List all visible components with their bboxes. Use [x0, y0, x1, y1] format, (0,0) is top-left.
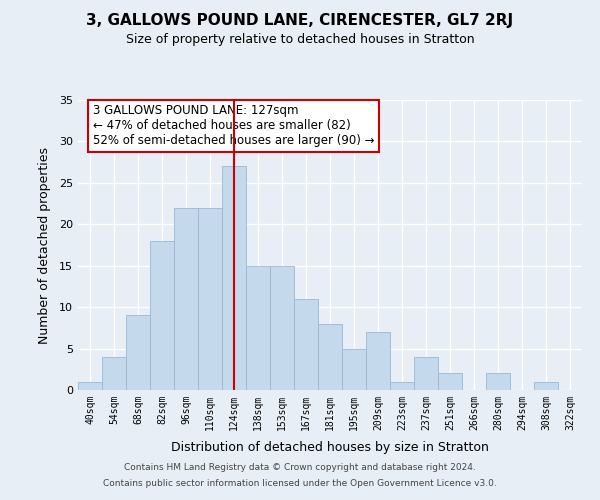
- Bar: [78, 382, 102, 390]
- Text: Contains HM Land Registry data © Crown copyright and database right 2024.: Contains HM Land Registry data © Crown c…: [124, 464, 476, 472]
- Bar: [414, 357, 438, 390]
- X-axis label: Distribution of detached houses by size in Stratton: Distribution of detached houses by size …: [171, 441, 489, 454]
- Bar: [102, 357, 126, 390]
- Text: 3 GALLOWS POUND LANE: 127sqm
← 47% of detached houses are smaller (82)
52% of se: 3 GALLOWS POUND LANE: 127sqm ← 47% of de…: [93, 104, 374, 148]
- Bar: [150, 241, 174, 390]
- Bar: [390, 382, 414, 390]
- Bar: [366, 332, 390, 390]
- Bar: [342, 348, 366, 390]
- Bar: [222, 166, 246, 390]
- Bar: [174, 208, 198, 390]
- Bar: [198, 208, 222, 390]
- Bar: [318, 324, 342, 390]
- Y-axis label: Number of detached properties: Number of detached properties: [38, 146, 50, 344]
- Bar: [438, 374, 462, 390]
- Bar: [294, 299, 318, 390]
- Bar: [270, 266, 294, 390]
- Text: 3, GALLOWS POUND LANE, CIRENCESTER, GL7 2RJ: 3, GALLOWS POUND LANE, CIRENCESTER, GL7 …: [86, 12, 514, 28]
- Bar: [486, 374, 510, 390]
- Bar: [246, 266, 270, 390]
- Bar: [534, 382, 558, 390]
- Text: Contains public sector information licensed under the Open Government Licence v3: Contains public sector information licen…: [103, 478, 497, 488]
- Text: Size of property relative to detached houses in Stratton: Size of property relative to detached ho…: [125, 32, 475, 46]
- Bar: [126, 316, 150, 390]
